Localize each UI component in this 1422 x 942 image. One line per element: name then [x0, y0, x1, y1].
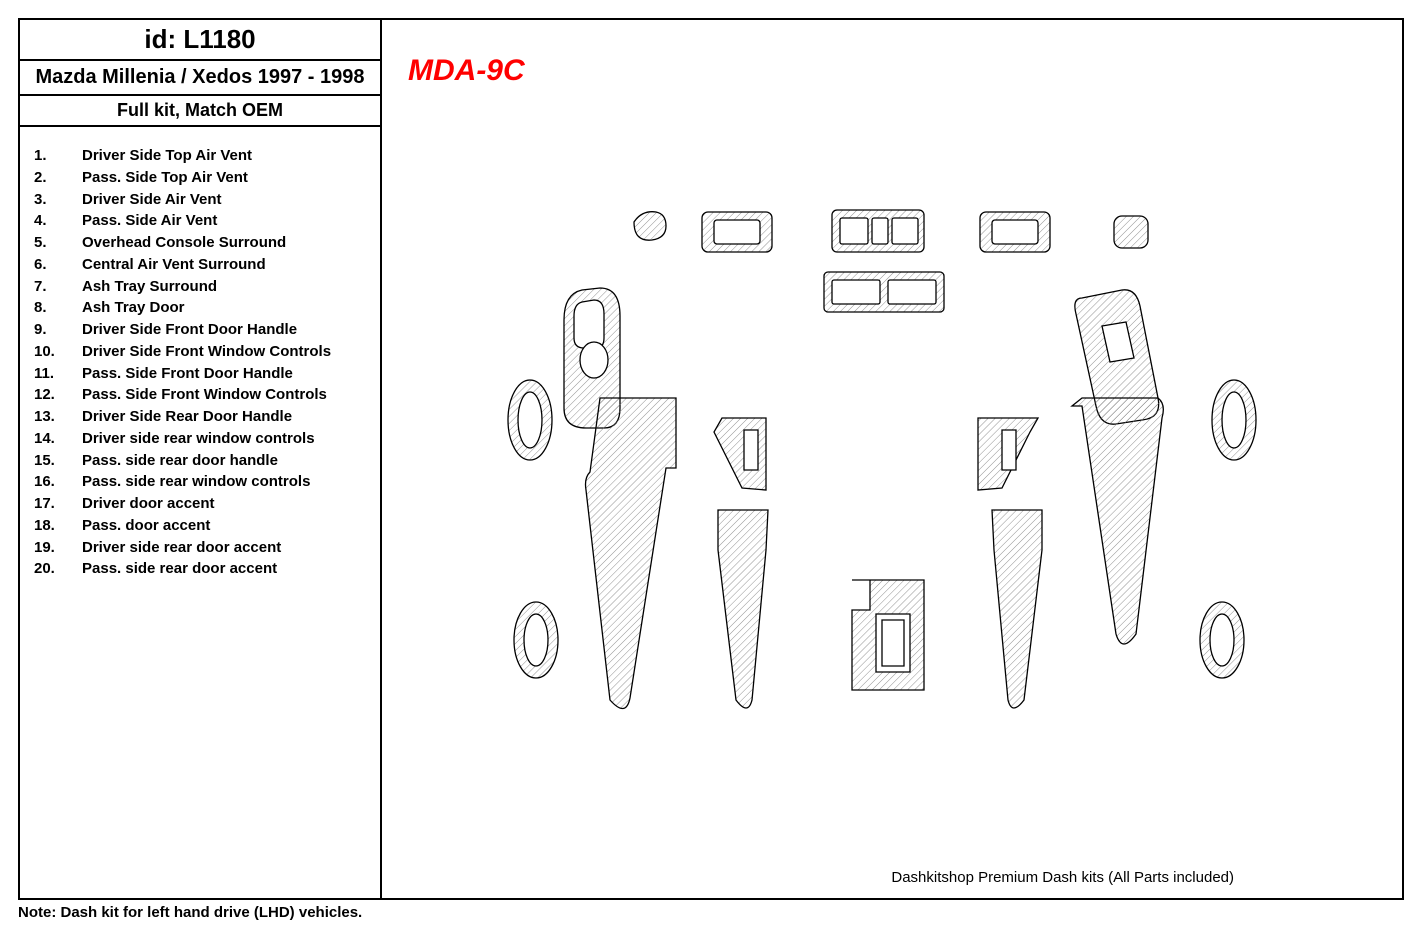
part-label: Pass. side rear door accent: [82, 558, 366, 580]
part-row: 15.Pass. side rear door handle: [34, 450, 366, 472]
part-label: Ash Tray Surround: [82, 276, 366, 298]
part-row: 9.Driver Side Front Door Handle: [34, 319, 366, 341]
part-label: Overhead Console Surround: [82, 232, 366, 254]
part-number: 11.: [34, 363, 82, 385]
parts-diagram: [382, 20, 1404, 898]
part-row: 1.Driver Side Top Air Vent: [34, 145, 366, 167]
part-number: 2.: [34, 167, 82, 189]
part-number: 7.: [34, 276, 82, 298]
part-label: Central Air Vent Surround: [82, 254, 366, 276]
part-row: 4.Pass. Side Air Vent: [34, 210, 366, 232]
footer-brand: Dashkitshop Premium Dash kits (All Parts…: [891, 869, 1234, 886]
ash-tray-surround: [852, 580, 924, 690]
part-label: Driver side rear door accent: [82, 537, 366, 559]
part-row: 20.Pass. side rear door accent: [34, 558, 366, 580]
part-row: 11.Pass. Side Front Door Handle: [34, 363, 366, 385]
part-number: 16.: [34, 471, 82, 493]
rear-handle-left: [514, 602, 558, 678]
part-label: Pass. Side Top Air Vent: [82, 167, 366, 189]
part-row: 18.Pass. door accent: [34, 515, 366, 537]
part-number: 8.: [34, 297, 82, 319]
part-label: Driver side rear window controls: [82, 428, 366, 450]
part-row: 14.Driver side rear window controls: [34, 428, 366, 450]
pass-rear-accent: [992, 510, 1042, 708]
part-row: 2.Pass. Side Top Air Vent: [34, 167, 366, 189]
top-vent-2: [702, 212, 772, 252]
front-handle-right: [1212, 380, 1256, 460]
part-number: 1.: [34, 145, 82, 167]
part-number: 19.: [34, 537, 82, 559]
part-row: 17.Driver door accent: [34, 493, 366, 515]
part-label: Pass. Side Air Vent: [82, 210, 366, 232]
part-label: Pass. door accent: [82, 515, 366, 537]
part-row: 6.Central Air Vent Surround: [34, 254, 366, 276]
part-row: 12.Pass. Side Front Window Controls: [34, 384, 366, 406]
front-handle-left: [508, 380, 552, 460]
part-number: 9.: [34, 319, 82, 341]
part-number: 13.: [34, 406, 82, 428]
part-number: 6.: [34, 254, 82, 276]
rear-handle-right: [1200, 602, 1244, 678]
part-number: 12.: [34, 384, 82, 406]
part-label: Pass. side rear door handle: [82, 450, 366, 472]
part-row: 5.Overhead Console Surround: [34, 232, 366, 254]
part-label: Driver Side Top Air Vent: [82, 145, 366, 167]
part-label: Driver door accent: [82, 493, 366, 515]
top-vent-4: [1114, 216, 1148, 248]
rear-window-ctrl-left: [714, 418, 766, 490]
parts-list: 1.Driver Side Top Air Vent2.Pass. Side T…: [20, 127, 380, 594]
driver-rear-accent: [718, 510, 768, 708]
kit-header: Full kit, Match OEM: [20, 96, 380, 127]
part-number: 20.: [34, 558, 82, 580]
part-label: Ash Tray Door: [82, 297, 366, 319]
part-row: 13.Driver Side Rear Door Handle: [34, 406, 366, 428]
driver-door-accent: [586, 398, 677, 709]
pass-door-accent: [1072, 398, 1163, 644]
part-row: 3.Driver Side Air Vent: [34, 189, 366, 211]
id-header: id: L1180: [20, 20, 380, 61]
top-vent-1: [634, 212, 666, 240]
top-vent-3: [980, 212, 1050, 252]
part-label: Pass. side rear window controls: [82, 471, 366, 493]
part-label: Driver Side Front Window Controls: [82, 341, 366, 363]
part-number: 4.: [34, 210, 82, 232]
part-number: 3.: [34, 189, 82, 211]
part-number: 17.: [34, 493, 82, 515]
part-row: 16.Pass. side rear window controls: [34, 471, 366, 493]
part-number: 10.: [34, 341, 82, 363]
part-row: 8.Ash Tray Door: [34, 297, 366, 319]
diagram-panel: MDA-9C Dashkitshop Premium Dash kits (Al…: [382, 20, 1404, 898]
rear-window-ctrl-right: [978, 418, 1038, 490]
vehicle-header: Mazda Millenia / Xedos 1997 - 1998: [20, 61, 380, 96]
document-frame: id: L1180 Mazda Millenia / Xedos 1997 - …: [18, 18, 1404, 900]
part-label: Pass. Side Front Door Handle: [82, 363, 366, 385]
part-row: 10.Driver Side Front Window Controls: [34, 341, 366, 363]
part-number: 18.: [34, 515, 82, 537]
central-vent: [824, 272, 944, 312]
part-number: 5.: [34, 232, 82, 254]
part-number: 14.: [34, 428, 82, 450]
part-label: Driver Side Rear Door Handle: [82, 406, 366, 428]
left-panel: id: L1180 Mazda Millenia / Xedos 1997 - …: [20, 20, 382, 898]
part-row: 7.Ash Tray Surround: [34, 276, 366, 298]
part-label: Pass. Side Front Window Controls: [82, 384, 366, 406]
footnote: Note: Dash kit for left hand drive (LHD)…: [18, 904, 362, 921]
part-label: Driver Side Air Vent: [82, 189, 366, 211]
overhead-console: [832, 210, 924, 252]
part-number: 15.: [34, 450, 82, 472]
part-row: 19.Driver side rear door accent: [34, 537, 366, 559]
part-label: Driver Side Front Door Handle: [82, 319, 366, 341]
